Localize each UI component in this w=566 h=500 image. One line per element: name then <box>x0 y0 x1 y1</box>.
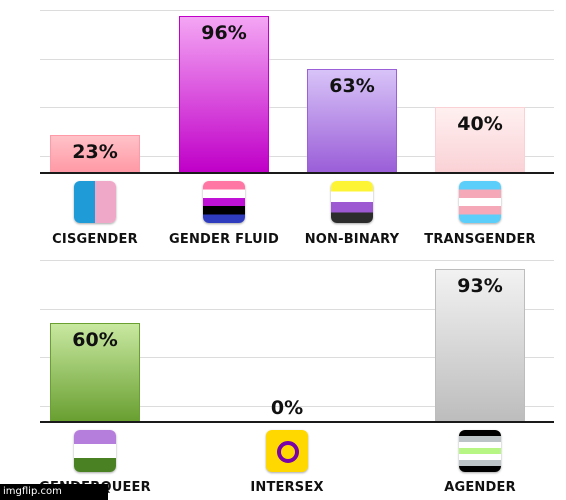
nonbinary-flag-icon <box>331 181 373 223</box>
gridline <box>40 10 554 11</box>
category-label: NON-BINARY <box>304 232 400 247</box>
watermark: imgflip.com <box>0 484 108 500</box>
data-label: 96% <box>201 21 247 44</box>
category-label: CISGENDER <box>52 232 138 247</box>
gridline <box>40 260 554 261</box>
x-axis-line <box>40 172 554 174</box>
category-label: TRANSGENDER <box>424 232 536 247</box>
transgender-flag-icon <box>459 181 501 223</box>
category-label: INTERSEX <box>250 480 324 495</box>
data-label: 93% <box>457 275 503 298</box>
gridline <box>40 405 554 407</box>
data-label: 40% <box>457 112 503 135</box>
gridline <box>40 357 554 358</box>
x-axis-line <box>40 421 554 423</box>
bar-non-binary <box>307 69 397 172</box>
category-label: GENDER FLUID <box>169 232 279 247</box>
gridline <box>40 155 554 157</box>
data-label: 0% <box>270 397 304 419</box>
intersex-ring-icon <box>277 441 299 463</box>
gridline <box>40 107 554 108</box>
category-label: AGENDER <box>444 480 516 495</box>
bar-agender <box>435 269 525 421</box>
bar-cisgender <box>50 134 140 172</box>
data-label: 63% <box>329 75 375 98</box>
intersex-flag-icon <box>266 430 308 472</box>
genderfluid-flag-icon <box>203 181 245 223</box>
data-label: 60% <box>72 329 118 352</box>
gridline <box>40 308 554 310</box>
bar-transgender <box>435 106 525 172</box>
agender-flag-icon <box>459 430 501 472</box>
cisgender-flag-icon <box>74 181 116 223</box>
genderqueer-flag-icon <box>74 430 116 472</box>
gridline <box>40 58 554 60</box>
bar-genderqueer <box>50 323 140 421</box>
bar-gender-fluid <box>179 15 269 172</box>
data-label: 23% <box>72 140 118 163</box>
